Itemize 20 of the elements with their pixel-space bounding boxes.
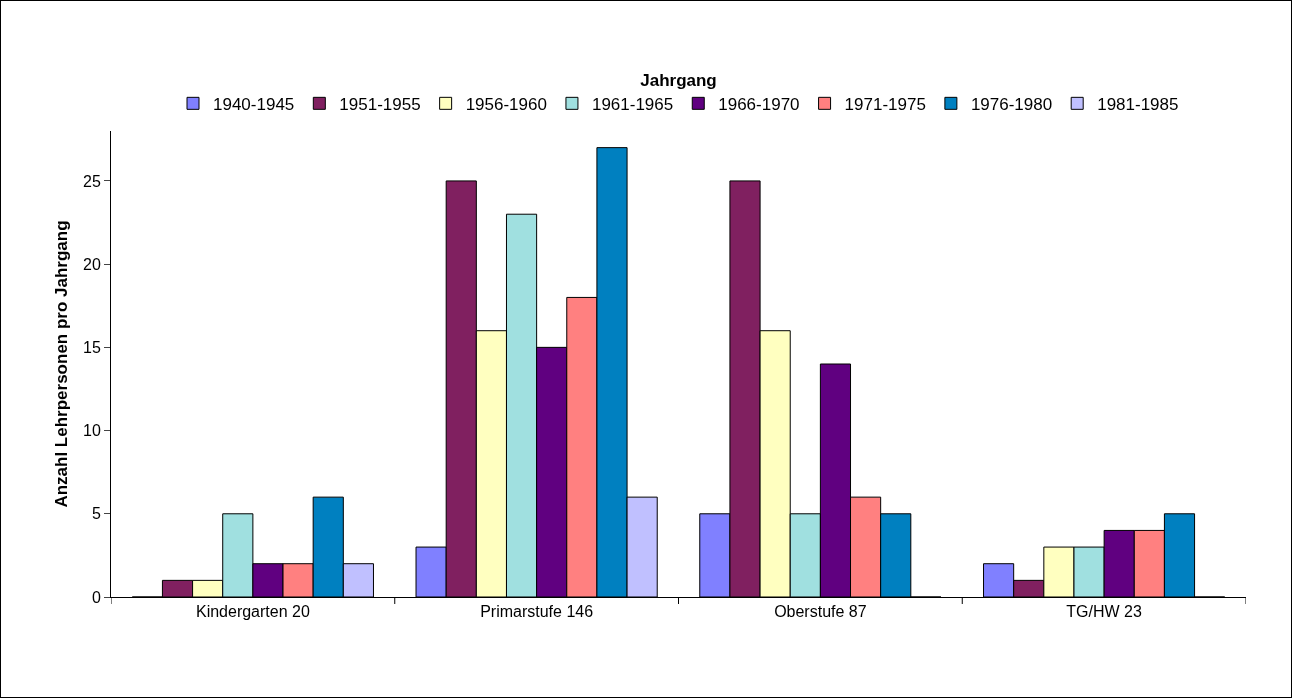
x-tick-label: TG/HW 23 [1066,603,1143,621]
legend-label: 1961-1965 [591,94,674,114]
x-tick-label: Oberstufe 87 [774,603,867,621]
y-tick-label: 20 [83,255,101,273]
legend-label: 1976-1980 [970,94,1053,114]
legend-title: Jahrgang [640,70,717,90]
legend-label: 1956-1960 [465,94,547,114]
x-tick-label: Kindergarten 20 [195,603,310,621]
legend-label: 1940-1945 [213,94,295,114]
legend-label: 1951-1955 [339,94,421,114]
x-tick-label: Primarstufe 146 [480,603,594,621]
legend-label: 1971-1975 [844,94,926,114]
legend-label: 1966-1970 [718,94,800,114]
y-axis-title: Anzahl Lehrpersonen pro Jahrgang [52,220,71,508]
y-tick-label: 5 [91,505,101,523]
y-tick-label: 10 [83,422,101,440]
y-tick-label: 0 [91,588,101,606]
y-tick-label: 15 [83,338,101,356]
y-tick-label: 25 [83,172,101,190]
legend-label: 1981-1985 [1097,94,1179,114]
